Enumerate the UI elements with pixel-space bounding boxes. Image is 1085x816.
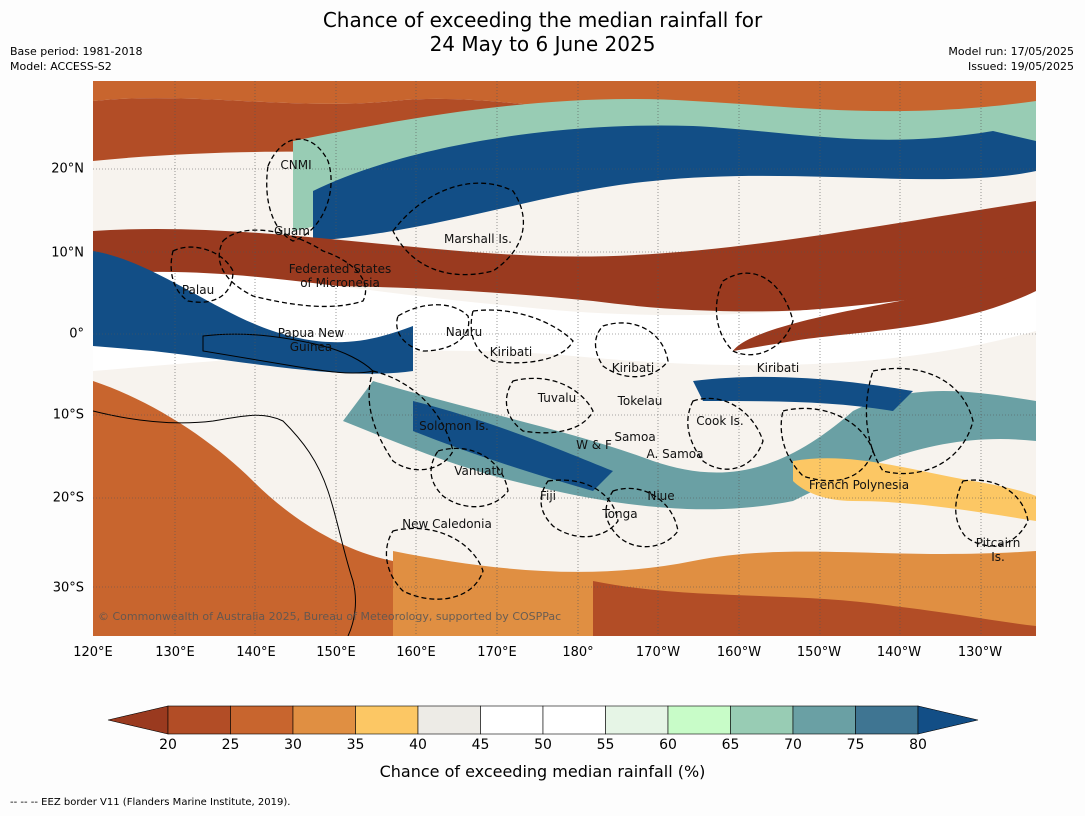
rainfall-map: CNMI Guam Marshall Is. Federated States … xyxy=(93,81,1036,636)
colorbar-swatch xyxy=(855,705,919,735)
south-dry2 xyxy=(593,581,1036,636)
colorbar-extend-high xyxy=(917,705,979,735)
label-palau: Palau xyxy=(181,283,215,297)
label-new-caledonia: New Caledonia xyxy=(402,517,492,531)
y-tick-label: 10°S xyxy=(52,407,84,423)
colorbar-tick-label: 35 xyxy=(346,737,365,753)
colorbar-swatch xyxy=(605,705,669,735)
label-cnmi: CNMI xyxy=(280,158,312,172)
colorbar-title: Chance of exceeding median rainfall (%) xyxy=(379,762,706,781)
colorbar-swatch xyxy=(417,705,481,735)
label-niue: Niue xyxy=(647,489,675,503)
issued-date: Issued: 19/05/2025 xyxy=(967,60,1074,73)
colorbar-tick-label: 70 xyxy=(784,737,802,753)
label-cook: Cook Is. xyxy=(696,414,744,428)
label-fsm-line2: of Micronesia xyxy=(300,276,380,290)
x-tick-label: 180° xyxy=(562,645,594,660)
x-tick-label: 170°E xyxy=(477,645,517,660)
colorbar-tick-label: 30 xyxy=(284,737,302,753)
colorbar-swatch xyxy=(730,705,794,735)
y-tick-label: 0° xyxy=(69,326,84,342)
australia-coastline xyxy=(93,410,356,636)
label-tonga: Tonga xyxy=(602,507,638,521)
eez-borders xyxy=(170,138,1029,600)
x-tick-label: 170°W xyxy=(635,645,681,660)
label-png-line2: Guinea xyxy=(289,340,333,354)
colorbar-swatch xyxy=(480,705,544,735)
label-kiribati-west: Kiribati xyxy=(489,345,533,359)
label-wallis-futuna: W & F xyxy=(576,438,612,452)
colorbar-tick-label: 80 xyxy=(909,737,927,753)
label-kiribati-central: Kiribati xyxy=(611,361,655,375)
label-guam: Guam xyxy=(274,224,310,238)
model-run: Model run: 17/05/2025 xyxy=(948,45,1074,58)
y-tick-label: 20°S xyxy=(52,490,84,506)
band-north-wet-edge xyxy=(293,99,1036,231)
band-solomon-wet xyxy=(413,401,613,491)
colorbar-tick-label: 50 xyxy=(534,737,552,753)
label-tokelau: Tokelau xyxy=(617,394,663,408)
base-period: Base period: 1981-2018 xyxy=(10,45,143,58)
colorbar-tick-label: 25 xyxy=(221,737,240,753)
copyright-notice: © Commonwealth of Australia 2025, Bureau… xyxy=(98,610,562,623)
label-fsm-line1: Federated States xyxy=(288,262,392,276)
band-fp-dry xyxy=(793,458,1036,521)
label-pitcairn-line2: Is. xyxy=(991,550,1005,564)
colorbar-tick-label: 60 xyxy=(659,737,677,753)
x-tick-label: 160°W xyxy=(716,645,762,660)
x-tick-label: 150°E xyxy=(316,645,356,660)
x-tick-label: 160°E xyxy=(396,645,436,660)
colorbar-tick-label: 65 xyxy=(721,737,740,753)
colorbar-tick-label: 55 xyxy=(596,737,615,753)
band-east-dry xyxy=(733,271,1036,351)
colorbar xyxy=(107,705,979,735)
label-png-line1: Papua New xyxy=(277,326,345,340)
model-name: Model: ACCESS-S2 xyxy=(10,60,112,73)
colorbar-swatch xyxy=(292,705,356,735)
band-equator-dry xyxy=(93,201,1036,312)
x-tick-label: 140°W xyxy=(876,645,922,660)
colorbar-swatch xyxy=(542,705,606,735)
colorbar-swatch xyxy=(667,705,731,735)
x-tick-label: 150°W xyxy=(796,645,842,660)
band-west-wet xyxy=(93,251,413,374)
label-nauru: Nauru xyxy=(445,325,483,339)
label-french-polynesia: French Polynesia xyxy=(808,478,910,492)
colorbar-extend-low xyxy=(107,705,169,735)
colorbar-tick-label: 75 xyxy=(846,737,865,753)
x-tick-label: 120°E xyxy=(73,645,113,660)
colorbar-tick-label: 45 xyxy=(471,737,490,753)
label-american-samoa: A. Samoa xyxy=(646,447,704,461)
label-marshall: Marshall Is. xyxy=(444,232,512,246)
label-tuvalu: Tuvalu xyxy=(537,391,577,405)
x-tick-label: 130°W xyxy=(957,645,1003,660)
band-north-wet xyxy=(313,125,1036,241)
australia-dry xyxy=(93,381,393,636)
colorbar-swatch xyxy=(167,705,231,735)
label-solomon: Solomon Is. xyxy=(419,419,489,433)
colorbar-swatch xyxy=(355,705,419,735)
band-south-wet xyxy=(343,381,1036,510)
colorbar-tick-label: 40 xyxy=(409,737,427,753)
label-pitcairn-line1: Pitcairn xyxy=(975,536,1021,550)
y-tick-label: 30°S xyxy=(52,580,84,596)
map-canvas xyxy=(93,81,1036,636)
eez-footnote: -- -- -- EEZ border V11 (Flanders Marine… xyxy=(10,797,291,808)
x-tick-label: 140°E xyxy=(236,645,276,660)
label-vanuatu: Vanuatu xyxy=(454,464,504,478)
label-kiribati-east: Kiribati xyxy=(756,361,800,375)
label-fiji: Fiji xyxy=(539,489,557,503)
y-tick-label: 10°N xyxy=(51,245,84,261)
band-kiribati-wet xyxy=(693,376,913,411)
y-tick-label: 20°N xyxy=(51,161,84,177)
label-samoa: Samoa xyxy=(614,430,656,444)
map-title-line2: 24 May to 6 June 2025 xyxy=(429,32,656,56)
x-tick-label: 130°E xyxy=(155,645,195,660)
colorbar-swatch xyxy=(792,705,856,735)
colorbar-tick-label: 20 xyxy=(159,737,177,753)
colorbar-swatch xyxy=(230,705,294,735)
map-title-line1: Chance of exceeding the median rainfall … xyxy=(322,8,763,32)
